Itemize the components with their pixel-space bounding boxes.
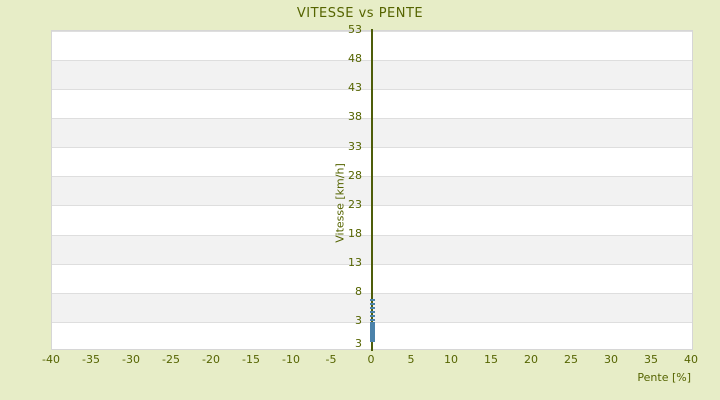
y-tick-label: 13 bbox=[348, 256, 362, 270]
data-point bbox=[369, 306, 375, 309]
x-tick-label: -40 bbox=[42, 353, 60, 366]
y-tick-label: 43 bbox=[348, 81, 362, 95]
data-point bbox=[369, 310, 375, 313]
x-tick-label: -35 bbox=[82, 353, 100, 366]
plot-area bbox=[51, 29, 693, 351]
data-point bbox=[369, 322, 375, 325]
data-point bbox=[369, 333, 375, 336]
y-tick-label: 48 bbox=[348, 52, 362, 66]
data-point bbox=[369, 330, 375, 333]
x-tick-label: -5 bbox=[325, 353, 337, 366]
chart-title: VITESSE vs PENTE bbox=[296, 6, 424, 21]
x-tick-label: -25 bbox=[162, 353, 180, 366]
data-point bbox=[369, 331, 375, 334]
y-axis-line bbox=[371, 29, 373, 351]
x-tick-label: 40 bbox=[684, 353, 698, 366]
data-point bbox=[369, 326, 375, 329]
x-tick-label: 25 bbox=[564, 353, 578, 366]
y-tick-label: 8 bbox=[355, 285, 362, 299]
y-tick-label: 18 bbox=[348, 227, 362, 241]
y-tick-label: 23 bbox=[348, 197, 362, 211]
y-tick-label: 3 bbox=[355, 314, 362, 328]
data-point bbox=[369, 323, 375, 326]
x-tick-label: 5 bbox=[407, 353, 415, 366]
y-tick-label: 28 bbox=[348, 168, 362, 182]
x-axis-title: Pente [%] bbox=[637, 371, 691, 384]
y-tick-label: 53 bbox=[348, 23, 362, 36]
x-tick-label: 10 bbox=[444, 353, 458, 366]
y-tick-label: 38 bbox=[348, 110, 362, 124]
data-point bbox=[369, 340, 375, 343]
x-tick-label: 20 bbox=[524, 353, 538, 366]
y-tick-label: 33 bbox=[348, 139, 362, 153]
x-tick-label: -15 bbox=[242, 353, 260, 366]
data-point bbox=[369, 319, 375, 322]
data-point bbox=[369, 337, 375, 340]
x-tick-label: 35 bbox=[644, 353, 658, 366]
x-tick-label: -10 bbox=[282, 353, 300, 366]
y-axis-min-label: 3 bbox=[355, 337, 362, 350]
data-point bbox=[369, 315, 375, 318]
data-point bbox=[369, 336, 375, 339]
x-tick-label: 30 bbox=[604, 353, 618, 366]
data-point bbox=[369, 298, 375, 301]
x-tick-label: 15 bbox=[484, 353, 498, 366]
x-tick-label: -30 bbox=[122, 353, 140, 366]
data-point bbox=[369, 327, 375, 330]
x-tick-label: -20 bbox=[202, 353, 220, 366]
x-tick-label: 0 bbox=[367, 353, 375, 366]
data-point bbox=[369, 302, 375, 305]
